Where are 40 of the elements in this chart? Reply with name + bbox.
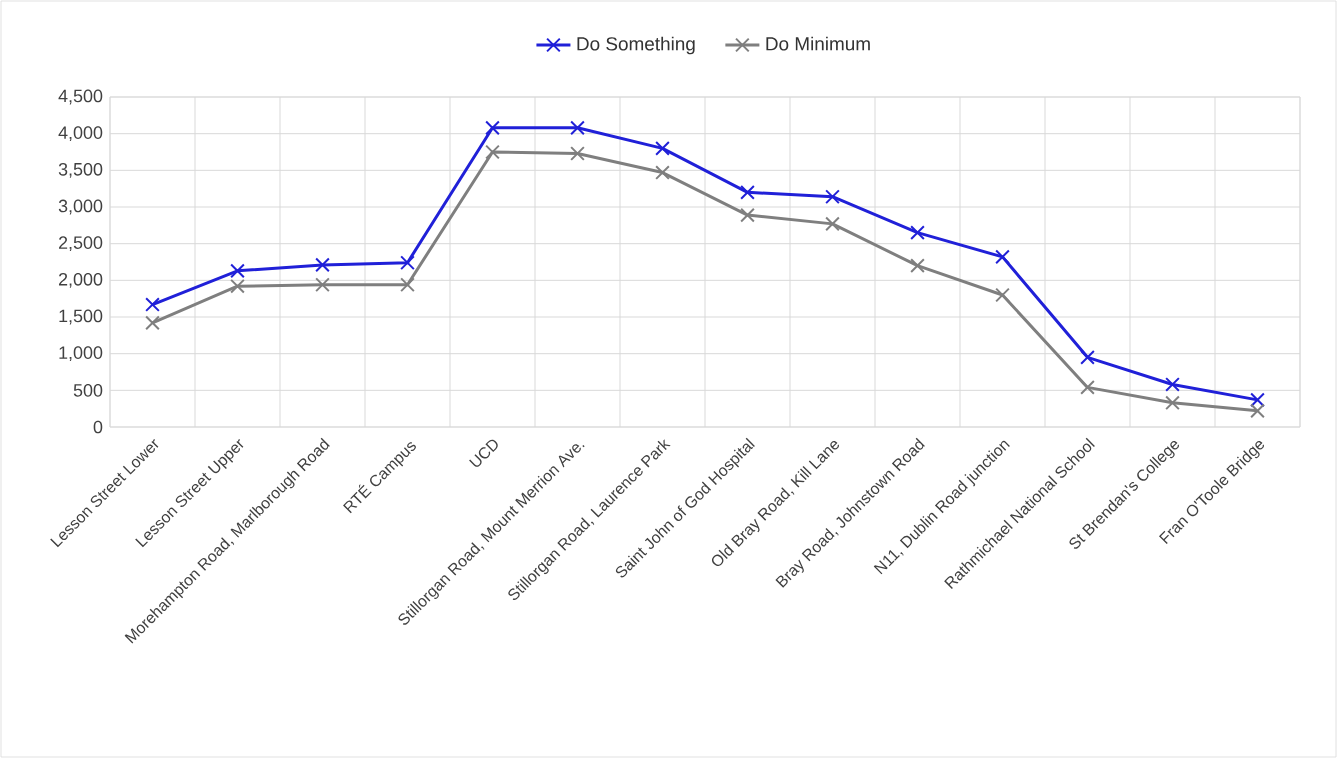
point [1080,380,1095,395]
y-tick-label: 3,500 [58,162,103,178]
y-tick-label: 4,500 [58,89,103,105]
point [995,287,1010,303]
point [825,216,840,232]
point [485,144,500,160]
y-tick-label: 500 [73,383,103,397]
point [1165,395,1180,411]
point [1250,392,1265,408]
point [740,184,755,200]
point [485,120,500,136]
point [655,165,670,180]
point [570,146,585,161]
point [740,207,755,223]
point [825,189,840,205]
point [400,277,415,293]
legend-label: Do Minimum [766,36,870,51]
y-tick-label: 2,000 [58,272,103,288]
point [315,277,330,293]
y-tick-label: 1,500 [59,309,103,325]
y-tick-label: 1,000 [59,346,103,362]
point [230,263,245,279]
point [1250,403,1265,419]
y-tick-label: 2,500 [58,236,103,252]
y-tick-label: 4,000 [58,126,103,142]
legend-label: Do Something [577,36,695,55]
point [570,120,585,136]
point [230,278,245,294]
point [315,257,330,273]
point [1080,349,1095,365]
y-tick-label: 3,000 [58,199,103,215]
point [910,225,925,241]
y-tick-label: 0 [93,420,103,434]
point [400,255,415,271]
point [145,297,160,312]
point [655,140,670,156]
point [910,258,925,274]
point [995,249,1010,265]
point [1165,377,1180,392]
point [145,315,160,331]
